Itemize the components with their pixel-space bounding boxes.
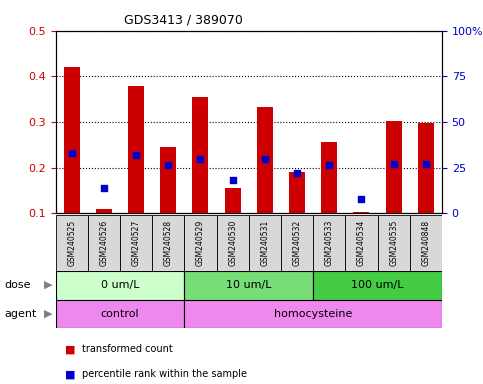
- Bar: [120, 215, 152, 271]
- Point: [132, 152, 140, 158]
- Text: ■: ■: [65, 369, 76, 379]
- Bar: [128, 86, 144, 213]
- Point: [357, 195, 365, 202]
- Text: 10 um/L: 10 um/L: [226, 280, 271, 290]
- Text: ▶: ▶: [44, 309, 53, 319]
- Bar: [152, 215, 185, 271]
- Bar: [185, 300, 442, 328]
- Bar: [192, 97, 209, 213]
- Bar: [385, 121, 402, 213]
- Bar: [216, 215, 249, 271]
- Text: GSM240526: GSM240526: [99, 220, 108, 266]
- Bar: [354, 212, 369, 213]
- Point: [68, 150, 75, 156]
- Point: [422, 161, 430, 167]
- Bar: [56, 300, 185, 328]
- Text: GSM240525: GSM240525: [67, 220, 76, 266]
- Text: homocysteine: homocysteine: [274, 309, 352, 319]
- Text: GSM240527: GSM240527: [131, 220, 141, 266]
- Text: GSM240535: GSM240535: [389, 220, 398, 266]
- Text: control: control: [100, 309, 139, 319]
- Text: GDS3413 / 389070: GDS3413 / 389070: [124, 13, 243, 26]
- Text: transformed count: transformed count: [82, 344, 173, 354]
- Bar: [96, 209, 112, 213]
- Bar: [345, 215, 378, 271]
- Bar: [281, 215, 313, 271]
- Point: [229, 177, 237, 184]
- Text: GSM240530: GSM240530: [228, 220, 237, 266]
- Text: GSM240529: GSM240529: [196, 220, 205, 266]
- Text: dose: dose: [5, 280, 31, 290]
- Point: [390, 161, 398, 167]
- Bar: [249, 215, 281, 271]
- Bar: [313, 271, 442, 300]
- Point: [197, 156, 204, 162]
- Text: GSM240531: GSM240531: [260, 220, 270, 266]
- Bar: [185, 215, 216, 271]
- Bar: [321, 142, 337, 213]
- Text: GSM240848: GSM240848: [421, 220, 430, 266]
- Bar: [289, 172, 305, 213]
- Bar: [418, 123, 434, 213]
- Point: [164, 162, 172, 168]
- Text: 100 um/L: 100 um/L: [351, 280, 404, 290]
- Text: 0 um/L: 0 um/L: [100, 280, 139, 290]
- Point: [326, 162, 333, 168]
- Bar: [410, 215, 442, 271]
- Text: ▶: ▶: [44, 280, 53, 290]
- Bar: [313, 215, 345, 271]
- Bar: [56, 271, 185, 300]
- Text: GSM240532: GSM240532: [293, 220, 301, 266]
- Bar: [257, 107, 273, 213]
- Bar: [64, 67, 80, 213]
- Bar: [160, 147, 176, 213]
- Bar: [378, 215, 410, 271]
- Point: [261, 156, 269, 162]
- Bar: [185, 271, 313, 300]
- Bar: [88, 215, 120, 271]
- Point: [100, 185, 108, 191]
- Text: agent: agent: [5, 309, 37, 319]
- Point: [293, 170, 301, 176]
- Text: GSM240528: GSM240528: [164, 220, 173, 266]
- Text: GSM240533: GSM240533: [325, 220, 334, 266]
- Text: percentile rank within the sample: percentile rank within the sample: [82, 369, 247, 379]
- Text: ■: ■: [65, 344, 76, 354]
- Bar: [56, 215, 88, 271]
- Bar: [225, 188, 241, 213]
- Text: GSM240534: GSM240534: [357, 220, 366, 266]
